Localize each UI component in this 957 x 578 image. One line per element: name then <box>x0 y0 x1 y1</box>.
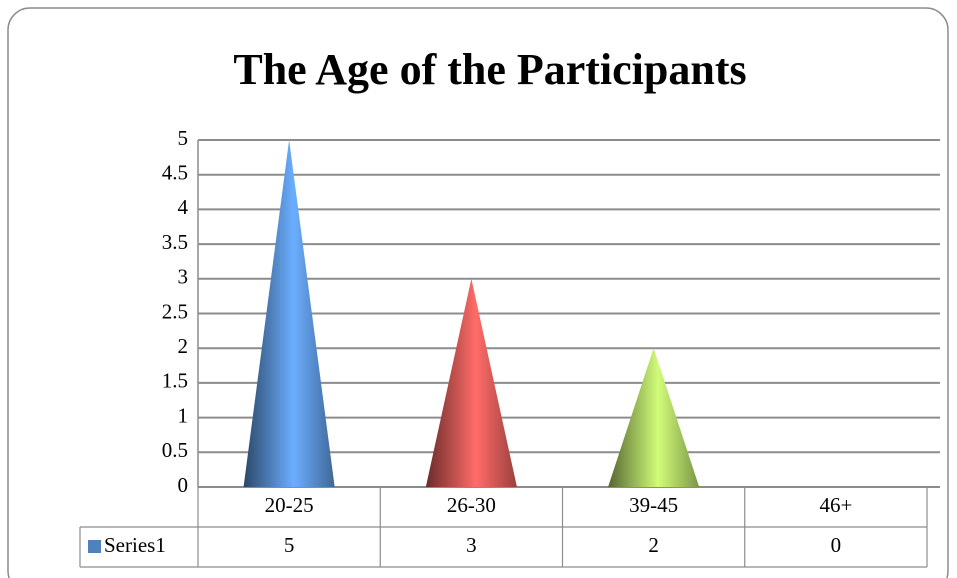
table-value: 5 <box>284 533 295 557</box>
table-value: 0 <box>831 533 842 557</box>
legend-key <box>88 540 101 553</box>
chart-frame <box>7 7 949 578</box>
y-tick-label: 2 <box>178 334 189 358</box>
table-value: 3 <box>466 533 477 557</box>
cone <box>425 278 517 487</box>
y-tick-label: 3.5 <box>162 230 188 254</box>
y-tick-label: 0 <box>178 473 189 497</box>
y-tick-label: 1.5 <box>162 369 188 393</box>
chart-title: The Age of the Participants <box>233 45 746 94</box>
x-tick-label: 39-45 <box>629 493 678 517</box>
y-tick-label: 3 <box>178 265 189 289</box>
y-tick-label: 1 <box>178 403 189 427</box>
y-tick-label: 4.5 <box>162 161 188 185</box>
y-tick-label: 4 <box>178 195 189 219</box>
x-tick-label: 20-25 <box>265 493 314 517</box>
cone <box>608 348 700 487</box>
legend-label: Series1 <box>104 533 166 557</box>
y-tick-label: 0.5 <box>162 438 188 462</box>
table-value: 2 <box>648 533 659 557</box>
x-tick-label: 46+ <box>819 493 852 517</box>
cone <box>243 140 335 487</box>
x-tick-label: 26-30 <box>447 493 496 517</box>
y-tick-label: 5 <box>178 126 189 150</box>
y-tick-label: 2.5 <box>162 299 188 323</box>
